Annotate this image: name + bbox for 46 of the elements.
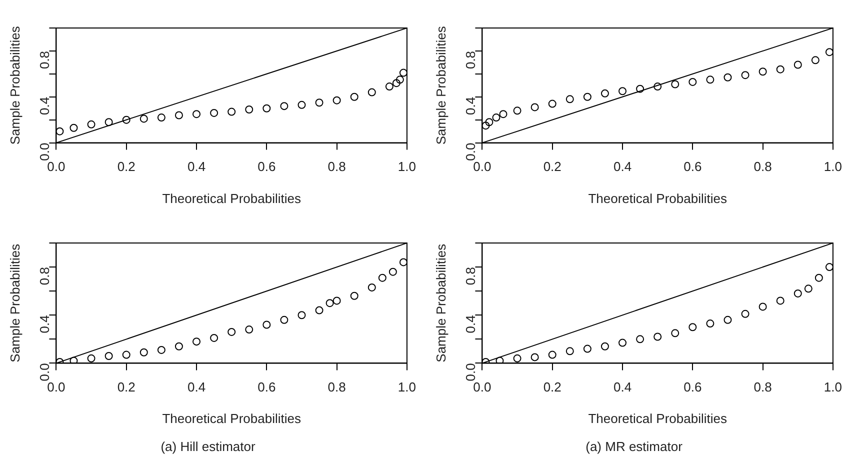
y-tick-label: 0.4 — [36, 315, 52, 334]
x-tick-label: 0.8 — [328, 380, 346, 395]
x-tick-label: 0.4 — [613, 380, 632, 395]
x-tick-label: 0.2 — [117, 159, 136, 174]
y-axis-title: Sample Probabilities — [433, 243, 448, 362]
x-tick-label: 0.6 — [258, 159, 276, 174]
y-tick-label: 0.4 — [462, 315, 478, 334]
y-tick-label: 0.0 — [36, 142, 52, 161]
x-axis-title: Theoretical Probabilities — [162, 411, 302, 426]
x-axis-title: Theoretical Probabilities — [162, 190, 302, 206]
x-tick-label: 0.2 — [117, 380, 136, 395]
x-tick-label: 0.6 — [258, 380, 276, 395]
y-tick-label: 0.8 — [462, 267, 478, 286]
x-tick-label: 1.0 — [824, 380, 842, 395]
y-tick-label: 0.4 — [36, 96, 52, 115]
x-tick-label: 0.4 — [187, 380, 206, 395]
x-axis-title: Theoretical Probabilities — [588, 190, 728, 206]
text: (a) MR estimator — [586, 438, 684, 454]
x-axis-title: Theoretical Probabilities — [588, 411, 728, 426]
y-tick-label: 0.8 — [36, 50, 52, 70]
x-tick-label: 0.0 — [47, 380, 66, 395]
x-tick-label: 0.4 — [187, 159, 206, 174]
x-tick-label: 0.8 — [754, 159, 772, 174]
x-tick-label: 0.6 — [684, 159, 702, 174]
y-tick-label: 0.8 — [36, 267, 52, 286]
y-axis-title: Sample Probabilities — [7, 26, 22, 145]
y-tick-label: 0.8 — [462, 50, 478, 70]
y-tick-label: 0.0 — [462, 363, 478, 382]
x-tick-label: 1.0 — [398, 159, 416, 174]
x-tick-label: 1.0 — [824, 159, 842, 174]
x-tick-label: 0.2 — [543, 380, 562, 395]
x-tick-label: 0.0 — [473, 159, 492, 174]
x-tick-label: 0.2 — [543, 159, 562, 174]
x-tick-label: 1.0 — [398, 380, 416, 395]
x-tick-label: 0.0 — [473, 380, 492, 395]
y-axis-title: Sample Probabilities — [433, 26, 448, 145]
x-tick-label: 0.0 — [47, 159, 66, 174]
x-tick-label: 0.4 — [613, 159, 632, 174]
y-tick-label: 0.4 — [462, 96, 478, 115]
y-axis-title: Sample Probabilities — [7, 243, 22, 362]
x-tick-label: 0.8 — [328, 159, 346, 174]
x-tick-label: 0.8 — [754, 380, 772, 395]
y-tick-label: 0.0 — [36, 363, 52, 382]
x-tick-label: 0.6 — [684, 380, 702, 395]
text: (a) Hill estimator — [160, 438, 256, 454]
y-tick-label: 0.0 — [462, 142, 478, 161]
